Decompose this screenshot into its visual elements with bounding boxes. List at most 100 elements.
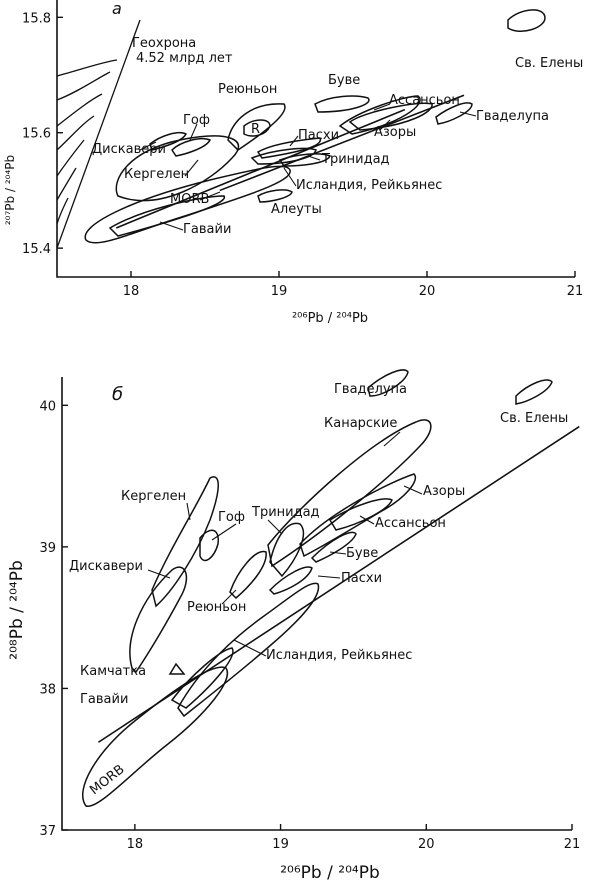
field-тринидад — [269, 522, 305, 578]
field-label-исландия-рейкьянес: Исландия, Рейкьянес — [266, 648, 412, 663]
leader-line — [267, 519, 283, 535]
field-гваделупа — [435, 102, 473, 125]
chart-panel-b: 18 19 20 21 37 38 39 40 ²⁰⁶Pb / ²⁰⁴Pb ²⁰⁸Pb / ²⁰⁴… — [7, 369, 581, 883]
field-label-гавайи: Гавайи — [183, 222, 231, 237]
field-label-тринидад: Тринидад — [321, 152, 390, 167]
field-азоры — [299, 473, 417, 558]
x-tick-label: 19 — [272, 837, 289, 852]
field-гавайи — [108, 195, 225, 237]
field-азоры — [348, 102, 433, 131]
field-реюньон — [227, 103, 286, 151]
x-axis-title: ²⁰⁶Pb / ²⁰⁴Pb — [280, 863, 380, 883]
field-label-тринидад: Тринидад — [251, 505, 320, 520]
x-tick-label: 20 — [419, 284, 436, 299]
axis-frame — [61, 377, 572, 831]
geochron-label: Геохрона — [132, 36, 196, 51]
field-label-дискавери: Дискавери — [92, 142, 166, 157]
y-tick-label: 15.6 — [22, 127, 51, 142]
field-label-канарские: Канарские — [324, 416, 397, 431]
field-пасхи — [268, 566, 313, 595]
leader-line — [139, 141, 157, 151]
leader-line — [233, 639, 267, 657]
field-тринидад — [278, 153, 332, 167]
panel-label: а — [112, 0, 122, 18]
field-label-гоф: Гоф — [218, 510, 245, 525]
leader-line — [189, 123, 198, 141]
field-label-реюньон: Реюньон — [187, 600, 246, 615]
leader-line — [159, 221, 184, 231]
y-tick-label: 15.4 — [22, 242, 51, 257]
x-axis-title: ²⁰⁶Pb / ²⁰⁴Pb — [292, 311, 368, 326]
field-morb — [81, 666, 229, 807]
trend-line — [219, 94, 465, 192]
panel-label: б — [112, 384, 123, 405]
leader-line — [329, 551, 347, 555]
x-tick-label: 21 — [564, 837, 581, 852]
y-tick-label: 39 — [39, 541, 56, 556]
field-label-азоры: Азоры — [423, 484, 465, 499]
field-label-пасхи: Пасхи — [298, 128, 339, 143]
geochron-curve — [56, 59, 118, 77]
field-r — [243, 119, 271, 137]
field-label-кергелен: Кергелен — [121, 489, 186, 504]
trend-line — [97, 425, 580, 743]
field-камчатка — [168, 662, 186, 675]
field-гваделупа — [367, 369, 409, 397]
field-дискавери — [149, 132, 188, 151]
field-label-ассансьон: Ассансьон — [389, 93, 460, 108]
y-tick-label: 40 — [39, 399, 56, 414]
field-label-буве: Буве — [346, 546, 378, 561]
leader-line — [373, 103, 391, 111]
axis-frame — [56, 0, 575, 278]
field-label-св-елены: Св. Елены — [515, 56, 583, 71]
field-label-ассансьон: Ассансьон — [375, 516, 446, 531]
geochron-curve — [56, 197, 69, 225]
geochron-age-label: 4.52 млрд лет — [136, 51, 233, 66]
field-morb — [84, 165, 291, 244]
field-label-гавайи: Гавайи — [80, 692, 128, 707]
field-label-гваделупа: Гваделупа — [476, 109, 549, 124]
leader-line — [379, 119, 391, 131]
leader-line — [199, 191, 221, 201]
field-буве — [314, 95, 370, 113]
field-label-алеуты: Алеуты — [271, 202, 322, 217]
geochron-curve — [56, 115, 95, 151]
x-tick-label: 18 — [123, 284, 140, 299]
field-label-исландия-рейкьянес: Исландия, Рейкьянес — [296, 178, 442, 193]
field-алеуты — [257, 189, 293, 203]
field-пасхи — [256, 137, 322, 159]
leader-line — [289, 135, 299, 147]
field-ассансьон — [338, 95, 421, 135]
x-tick-label: 21 — [567, 284, 584, 299]
field-label-гваделупа: Гваделупа — [334, 382, 407, 397]
leader-line — [184, 159, 199, 177]
field-исландия-рейкьянес — [177, 582, 320, 718]
leader-line — [147, 569, 171, 579]
field-канарские — [267, 419, 432, 568]
leader-line — [359, 515, 375, 525]
x-tick-label: 20 — [418, 837, 435, 852]
geochron-line — [56, 19, 141, 249]
field-label-гоф: Гоф — [183, 113, 210, 128]
field-label-morb: MORB — [170, 192, 209, 207]
field-ассансьон — [328, 498, 393, 531]
chart-panel-a: 18 19 20 21 15.4 15.6 15.8 ²⁰⁶Pb / ²⁰⁴Pb ²⁰⁷Pb /… — [3, 0, 583, 326]
field-label-буве: Буве — [328, 73, 360, 88]
leader-line — [211, 523, 237, 541]
y-tick-label: 37 — [39, 824, 56, 839]
field-кергелен — [115, 135, 240, 202]
field-label-пасхи: Пасхи — [341, 571, 382, 586]
field-буве — [310, 531, 357, 563]
field-label-кергелен: Кергелен — [124, 167, 189, 182]
field-реюньон — [229, 550, 267, 600]
field-гоф — [199, 529, 219, 562]
x-tick-label: 18 — [127, 837, 144, 852]
geochron-curve — [56, 93, 103, 127]
field-label-r: R — [251, 122, 260, 137]
field-label-дискавери: Дискавери — [69, 559, 143, 574]
field-св-елены — [507, 9, 546, 32]
field-label-св-елены: Св. Елены — [500, 411, 568, 426]
y-tick-label: 38 — [39, 682, 56, 697]
y-axis-title: ²⁰⁸Pb / ²⁰⁴Pb — [7, 560, 27, 660]
